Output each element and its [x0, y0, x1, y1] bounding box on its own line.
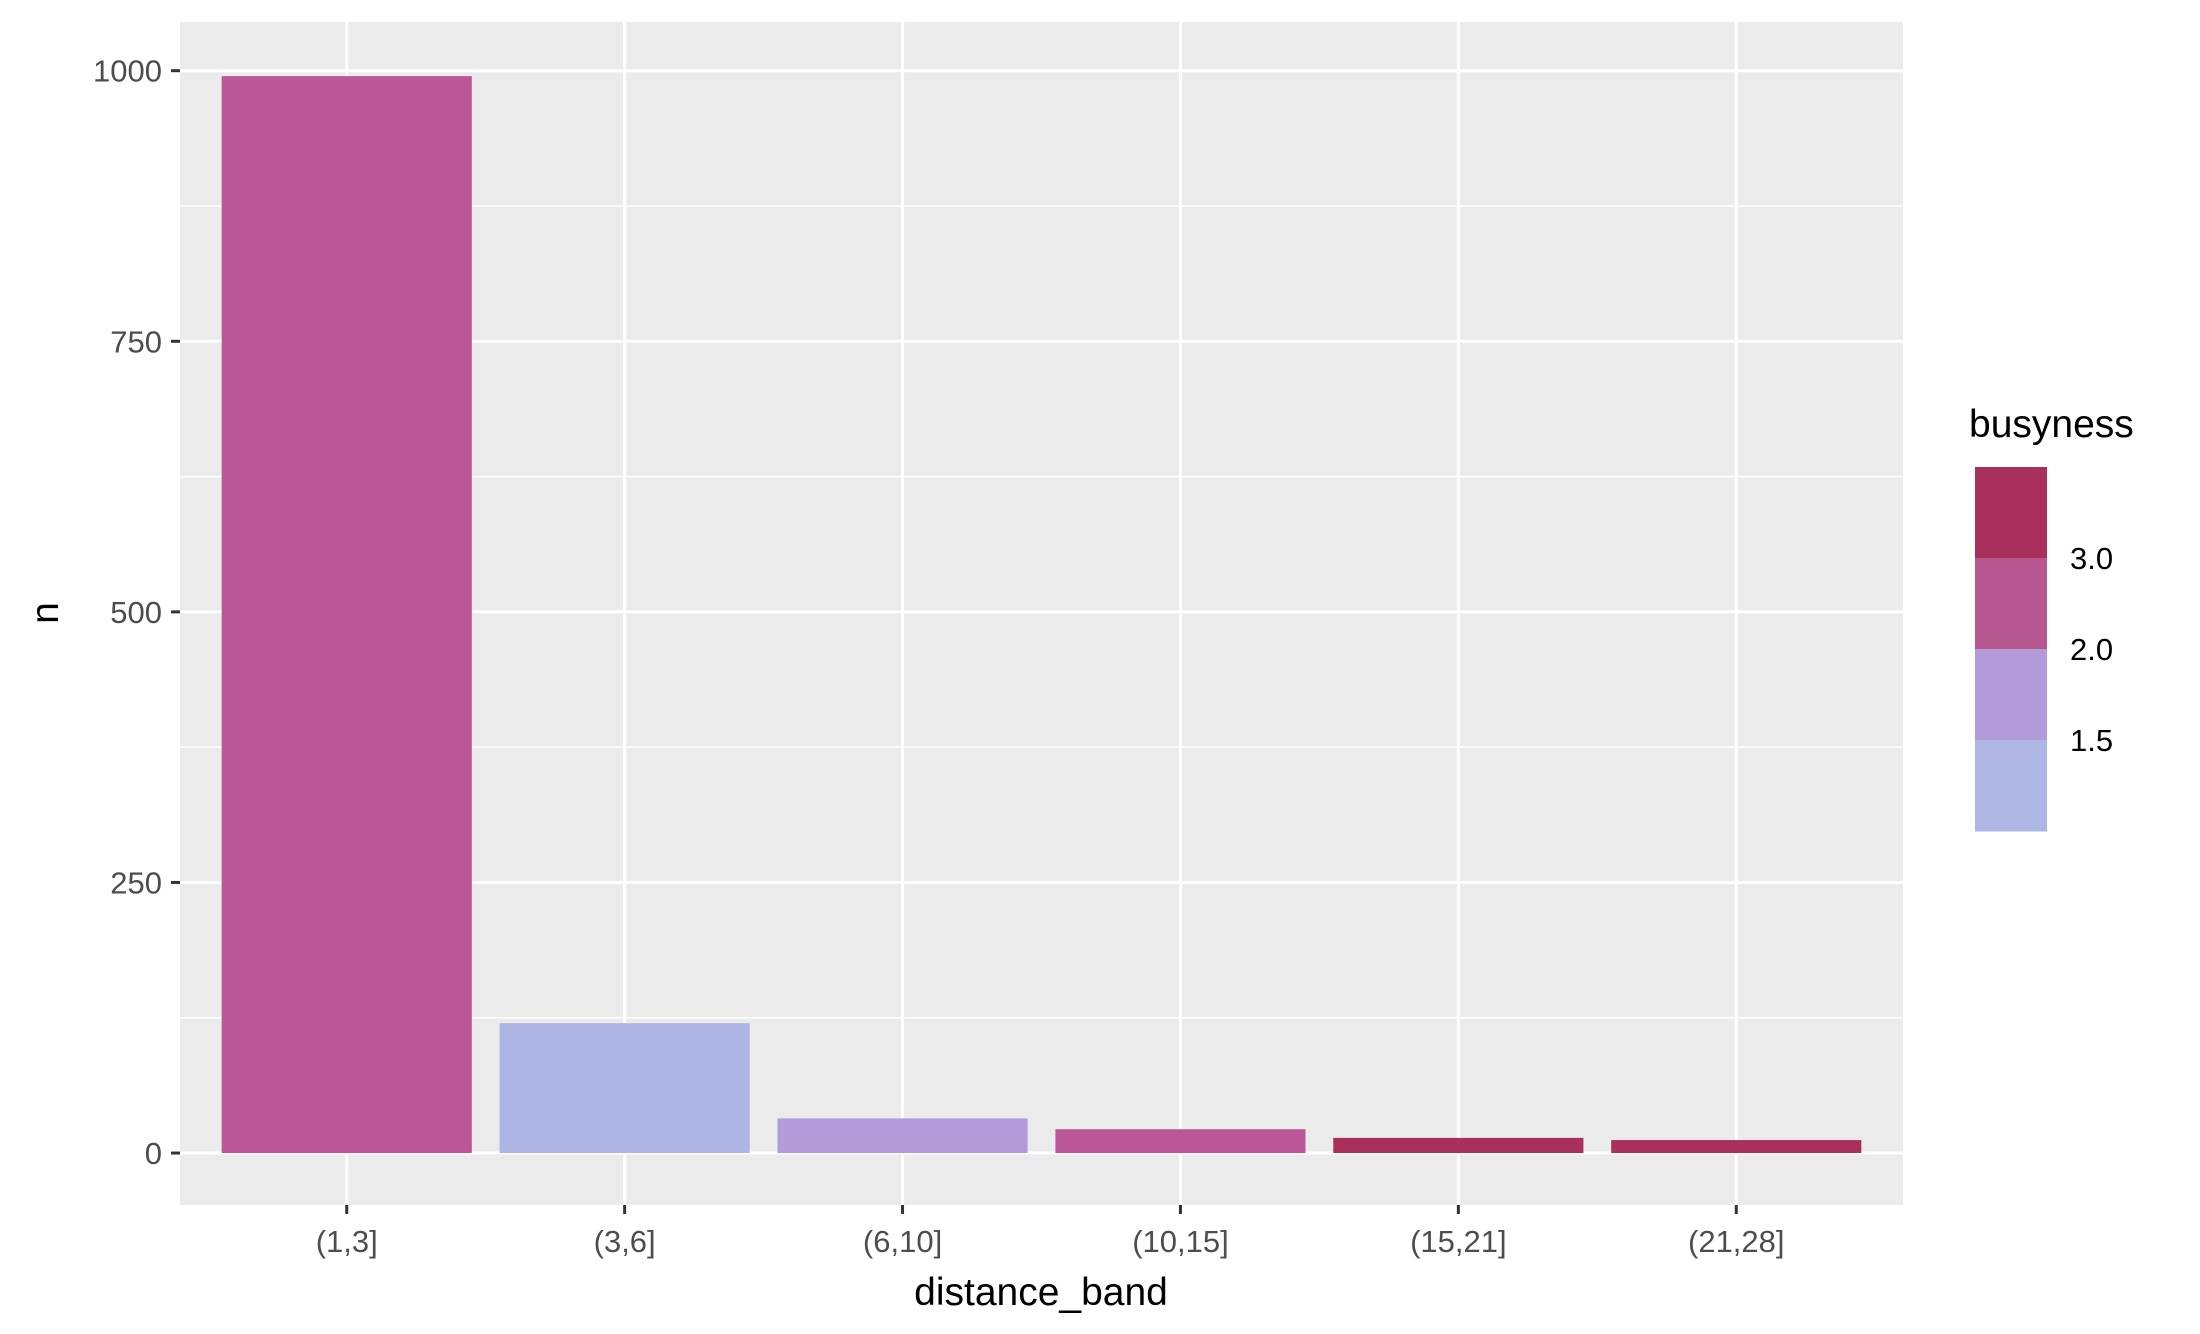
x-axis-title: distance_band [914, 1271, 1168, 1314]
y-axis-title: n [24, 602, 67, 624]
x-tick-label: (1,3] [316, 1224, 378, 1259]
y-tick-label: 500 [110, 595, 162, 630]
y-tick-label: 0 [145, 1136, 162, 1171]
x-axis: (1,3] (3,6] (6,10] (10,15] (15,21] (21,28] [316, 1205, 1785, 1259]
legend-title: busyness [1969, 403, 2134, 446]
x-tick-label: (21,28] [1688, 1224, 1785, 1259]
legend-band [1975, 558, 2047, 650]
bar [1333, 1137, 1584, 1154]
legend-band [1975, 649, 2047, 741]
bar [1611, 1140, 1862, 1154]
legend-label: 2.0 [2070, 632, 2113, 667]
y-tick-label: 1000 [93, 54, 162, 89]
legend-label: 1.5 [2070, 723, 2113, 758]
x-tick-label: (15,21] [1410, 1224, 1507, 1259]
bar [777, 1118, 1028, 1154]
x-tick-label: (6,10] [863, 1224, 942, 1259]
legend-colorbar [1975, 467, 2047, 832]
bar [221, 76, 472, 1154]
legend: busyness 3.0 2.0 1.5 [1969, 403, 2134, 832]
bar [499, 1023, 750, 1154]
bars [221, 76, 1862, 1154]
legend-band [1975, 467, 2047, 559]
y-tick-label: 750 [110, 324, 162, 359]
legend-label: 3.0 [2070, 541, 2113, 576]
legend-band [1975, 740, 2047, 832]
x-tick-label: (10,15] [1132, 1224, 1229, 1259]
bar [1055, 1129, 1306, 1154]
y-axis: 0 250 500 750 1000 [93, 54, 180, 1171]
legend-labels: 3.0 2.0 1.5 [2070, 541, 2113, 758]
y-tick-label: 250 [110, 865, 162, 900]
x-tick-label: (3,6] [594, 1224, 656, 1259]
